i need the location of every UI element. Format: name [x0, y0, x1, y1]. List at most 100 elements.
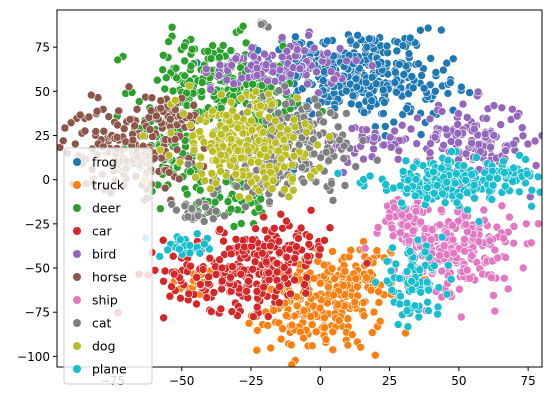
point-car: [269, 224, 279, 233]
point-frog: [367, 73, 377, 82]
point-cat: [342, 109, 351, 118]
point-truck: [328, 327, 338, 337]
point-dog: [208, 146, 217, 156]
point-dog: [290, 122, 300, 132]
legend-box: [63, 147, 153, 385]
point-horse: [156, 103, 165, 113]
point-deer: [203, 46, 213, 56]
point-truck: [321, 335, 331, 344]
point-plane: [487, 195, 497, 204]
point-bird: [453, 120, 463, 129]
point-cat: [316, 153, 326, 162]
point-plane: [382, 276, 392, 286]
legend-item-truck: truck: [73, 178, 125, 193]
point-car: [259, 282, 269, 292]
point-cat: [339, 154, 349, 163]
point-cat: [183, 159, 193, 169]
point-dog: [276, 154, 286, 163]
point-car: [217, 276, 227, 286]
point-bird: [326, 67, 336, 76]
point-bird: [229, 79, 238, 88]
point-car: [219, 236, 228, 246]
point-dog: [222, 111, 231, 120]
point-dog: [232, 112, 241, 122]
point-truck: [252, 326, 262, 335]
point-ship: [389, 203, 399, 212]
point-truck: [350, 297, 360, 307]
point-frog: [352, 82, 362, 92]
point-cat: [193, 211, 203, 221]
point-frog: [362, 42, 372, 52]
point-plane: [446, 274, 456, 284]
point-horse: [71, 139, 80, 149]
point-car: [320, 236, 329, 245]
point-bird: [260, 49, 269, 59]
point-dog: [255, 150, 265, 159]
point-cat: [339, 141, 349, 151]
point-deer: [167, 22, 177, 32]
point-cat: [309, 149, 319, 159]
point-car: [265, 241, 275, 251]
point-plane: [381, 180, 391, 189]
point-bird: [329, 74, 339, 84]
point-bird: [523, 139, 533, 149]
point-ship: [456, 312, 466, 322]
legend-item-bird: bird: [73, 247, 116, 262]
point-horse: [146, 106, 156, 115]
point-car: [207, 307, 216, 316]
point-cat: [324, 156, 334, 166]
point-plane: [429, 167, 438, 177]
point-plane: [185, 241, 195, 250]
point-car: [176, 293, 185, 303]
point-horse: [60, 123, 70, 133]
point-car: [160, 266, 170, 276]
point-deer: [195, 185, 205, 195]
point-plane: [521, 155, 530, 164]
point-horse: [112, 132, 122, 142]
point-horse: [166, 115, 175, 124]
point-bird: [292, 45, 302, 54]
point-bird: [314, 88, 323, 98]
point-car: [259, 212, 268, 222]
point-truck: [356, 342, 366, 352]
point-cat: [333, 122, 343, 132]
point-dog: [217, 90, 226, 99]
point-plane: [391, 259, 401, 269]
point-bird: [469, 124, 479, 134]
point-car: [231, 235, 241, 244]
point-dog: [229, 155, 238, 165]
point-bird: [508, 104, 517, 114]
point-car: [263, 312, 273, 321]
point-plane: [411, 175, 421, 184]
point-cat: [351, 162, 361, 171]
point-frog: [399, 70, 409, 79]
point-bird: [367, 61, 377, 71]
point-car: [168, 251, 178, 261]
point-bird: [386, 143, 396, 152]
point-bird: [312, 67, 321, 77]
point-ship: [497, 201, 507, 211]
point-bird: [227, 60, 236, 70]
point-ship: [485, 236, 495, 246]
point-plane: [423, 297, 432, 307]
point-dog: [289, 151, 299, 161]
y-tick-label: −100: [17, 350, 50, 364]
point-plane: [397, 198, 406, 208]
point-dog: [264, 89, 273, 99]
point-plane: [432, 181, 442, 190]
point-ship: [436, 205, 446, 215]
point-ship: [449, 248, 459, 258]
point-ship: [526, 238, 536, 248]
point-bird: [351, 56, 361, 65]
legend-marker: [73, 158, 81, 166]
point-dog: [269, 176, 278, 185]
legend-label: car: [92, 224, 113, 239]
point-ship: [492, 222, 502, 232]
point-truck: [269, 306, 278, 315]
point-cat: [180, 201, 190, 211]
point-frog: [348, 91, 358, 101]
y-tick-label: 25: [35, 129, 50, 143]
point-frog: [389, 117, 399, 127]
point-bird: [517, 123, 527, 132]
